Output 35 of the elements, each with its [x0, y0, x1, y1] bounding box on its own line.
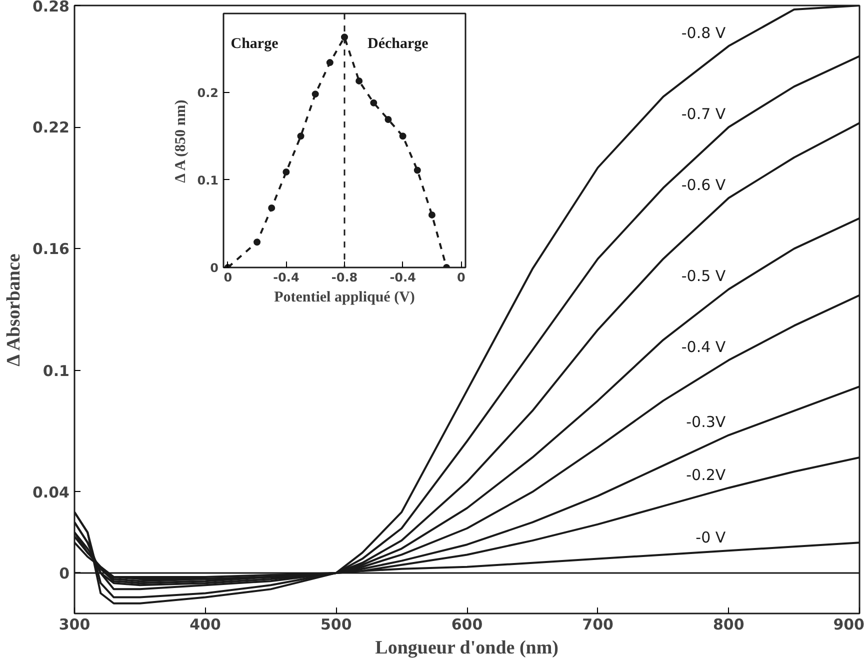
y-tick-label: 0.28 — [32, 0, 70, 16]
x-tick-label: 600 — [451, 616, 483, 634]
series-label: -0.2V — [686, 466, 726, 484]
x-tick-label: 700 — [582, 616, 614, 634]
x-tick-label: -0.4 — [273, 270, 300, 284]
x-tick-label: 500 — [320, 616, 352, 634]
x-tick-label: 800 — [713, 616, 744, 634]
y-axis-title: Δ Absorbance — [3, 254, 24, 366]
series-label: -0.7 V — [681, 105, 726, 124]
series-label: -0.5 V — [681, 267, 726, 286]
x-tick-label: 0 — [456, 270, 466, 284]
x-tick-label: -0.8 — [331, 270, 358, 284]
x-tick-label: 400 — [190, 616, 221, 634]
x-axis-title: Longueur d'onde (nm) — [375, 638, 559, 658]
series-label: -0.8 V — [681, 24, 726, 42]
annotation: Charge — [230, 36, 279, 52]
y-tick-label: 0.1 — [42, 362, 70, 380]
x-axis-title: Potentiel appliqué (V) — [274, 290, 415, 306]
y-tick-label: 0.2 — [197, 86, 219, 100]
x-tick-label: -0.4 — [390, 270, 416, 284]
y-axis-title: Δ A (850 nm) — [173, 100, 190, 183]
y-tick-label: 0 — [210, 261, 219, 275]
annotation: Décharge — [367, 36, 429, 52]
y-tick-label: 0.22 — [32, 118, 70, 137]
series-label: -0.4 V — [681, 338, 726, 356]
y-tick-label: 0 — [59, 564, 70, 582]
y-tick-label: 0.04 — [32, 483, 70, 502]
x-tick-label: 0 — [224, 270, 232, 284]
y-tick-label: 0.1 — [197, 173, 219, 188]
series-label: -0.3V — [686, 413, 726, 432]
y-tick-label: 0.16 — [32, 240, 70, 258]
series-label: -0 V — [696, 528, 726, 547]
series-label: -0.6 V — [681, 176, 726, 194]
x-tick-label: 900 — [833, 616, 864, 634]
x-tick-label: 300 — [58, 616, 90, 634]
